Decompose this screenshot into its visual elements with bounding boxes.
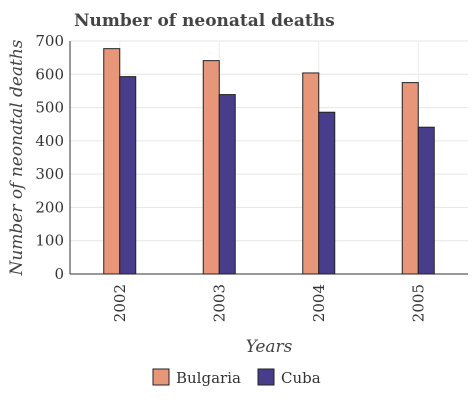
bar-cuba-2005 (417, 126, 435, 275)
x-tick-label: 2003 (210, 284, 228, 322)
bar-cuba-2004 (318, 111, 336, 275)
y-tick-label: 500 (35, 99, 64, 117)
y-tick-label: 100 (35, 232, 64, 250)
bars (103, 48, 435, 275)
bar-cuba-2003 (218, 94, 236, 275)
chart-title: Number of neonatal deaths (74, 11, 335, 31)
legend-swatch-cuba (257, 368, 275, 386)
y-tick-label: 600 (35, 65, 64, 83)
y-tick-label: 200 (35, 198, 64, 216)
x-tick-label: 2004 (310, 284, 328, 322)
bar-bulgaria-2002 (103, 48, 121, 275)
x-axis-label: Years (246, 337, 293, 357)
bar-bulgaria-2005 (401, 82, 419, 275)
y-tick-label: 400 (35, 132, 64, 150)
x-tick-labels: 2002 2003 2004 2005 (111, 284, 428, 322)
legend-label-bulgaria: Bulgaria (176, 369, 241, 387)
bar-bulgaria-2004 (302, 72, 320, 275)
legend-swatch-bulgaria (152, 368, 170, 386)
legend: Bulgaria Cuba (152, 368, 321, 387)
legend-label-cuba: Cuba (281, 369, 321, 387)
y-tick-label: 700 (35, 32, 64, 50)
y-tick-label: 0 (54, 265, 64, 283)
x-tick-label: 2005 (409, 284, 427, 322)
bar-cuba-2002 (119, 76, 137, 275)
y-tick-labels: 0 100 200 300 400 500 600 700 (35, 32, 64, 283)
bar-bulgaria-2003 (202, 60, 220, 275)
y-axis-label: Number of neonatal deaths (7, 39, 27, 276)
y-tick-label: 300 (35, 165, 64, 183)
x-tick-label: 2002 (111, 284, 129, 322)
